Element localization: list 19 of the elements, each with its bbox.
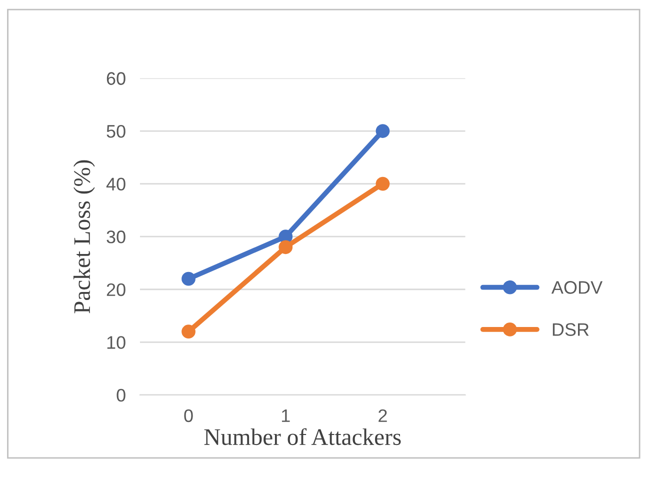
x-tick-label: 0 bbox=[184, 409, 193, 422]
y-axis-title: Packet Loss (%) bbox=[73, 160, 95, 314]
point bbox=[278, 240, 293, 254]
y-tick-label: 20 bbox=[106, 283, 126, 296]
x-tick-label: 1 bbox=[282, 410, 290, 422]
legend-label: DSR bbox=[552, 323, 589, 336]
y-tick-label: 50 bbox=[106, 124, 126, 138]
y-tick-label: 30 bbox=[106, 230, 126, 244]
legend-label: AODV bbox=[551, 281, 603, 294]
point bbox=[376, 124, 390, 138]
y-tick-label: 60 bbox=[106, 72, 126, 85]
x-tick-label: 2 bbox=[378, 409, 387, 422]
point bbox=[376, 176, 390, 191]
y-tick-label: 0 bbox=[116, 388, 126, 402]
y-tick-label: 10 bbox=[107, 336, 126, 349]
x-axis-title: Number of Attackers bbox=[204, 428, 401, 446]
point bbox=[182, 272, 196, 286]
point bbox=[182, 324, 196, 339]
y-tick-label: 40 bbox=[106, 178, 126, 191]
